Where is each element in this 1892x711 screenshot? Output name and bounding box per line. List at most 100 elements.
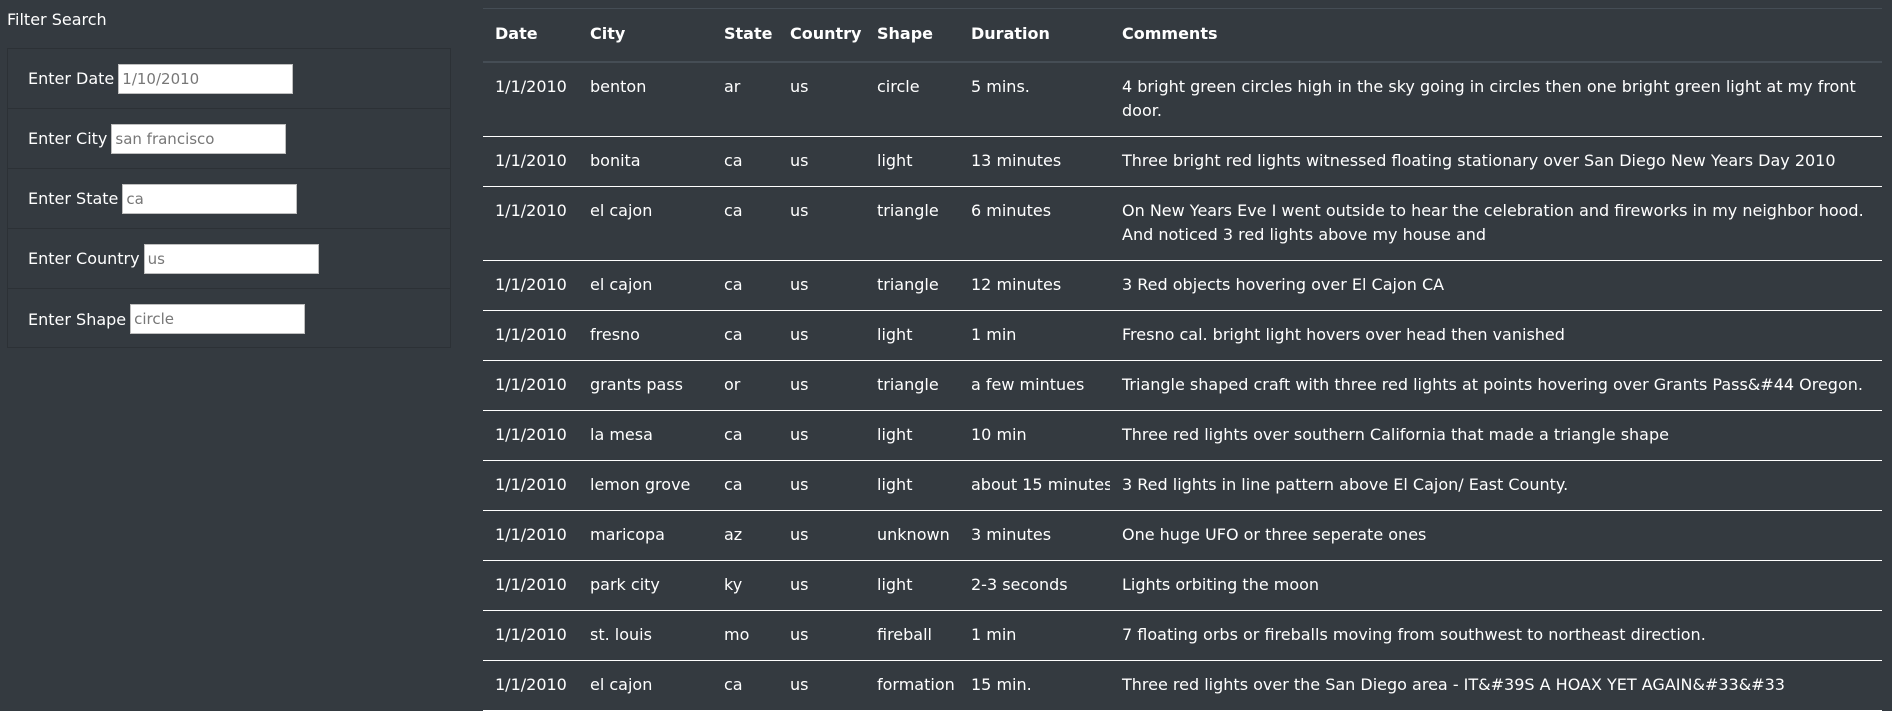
header-shape: Shape [877, 24, 934, 43]
cell-city: lemon grove [590, 475, 691, 494]
header-country: Country [790, 24, 862, 43]
cell-state: ca [724, 475, 743, 494]
cell-city: grants pass [590, 375, 684, 394]
table-body: 1/1/2010 benton ar us circle 5 mins. 4 bright … [483, 62, 1882, 711]
header-state: State [724, 24, 773, 43]
cell-city: el cajon [590, 675, 653, 694]
cell-country: us [790, 201, 809, 220]
filter-item-state: Enter State [8, 169, 450, 229]
cell-date: 1/1/2010 [495, 525, 567, 544]
date-label: Enter Date [28, 69, 115, 88]
cell-comments: Triangle shaped craft with three red lig… [1122, 375, 1863, 394]
cell-country: us [790, 675, 809, 694]
table-row: 1/1/2010 st. louis mo us fireball 1 min 7 floa… [483, 611, 1882, 661]
cell-state: ca [724, 425, 743, 444]
cell-shape: light [877, 475, 913, 494]
city-label: Enter City [28, 129, 108, 148]
cell-duration: 1 min [971, 325, 1017, 344]
cell-date: 1/1/2010 [495, 375, 567, 394]
cell-state: ca [724, 675, 743, 694]
cell-city: park city [590, 575, 660, 594]
table-row: 1/1/2010 el cajon ca us formation 15 min. Thre… [483, 661, 1882, 711]
cell-shape: triangle [877, 375, 939, 394]
cell-date: 1/1/2010 [495, 425, 567, 444]
city-input[interactable] [111, 123, 287, 154]
cell-city: fresno [590, 325, 640, 344]
header-comments: Comments [1122, 24, 1218, 43]
cell-state: mo [724, 625, 750, 644]
cell-date: 1/1/2010 [495, 325, 567, 344]
cell-shape: fireball [877, 625, 932, 644]
country-label: Enter Country [28, 249, 140, 268]
state-input[interactable] [122, 183, 298, 214]
shape-input[interactable] [130, 304, 306, 334]
cell-city: maricopa [590, 525, 665, 544]
cell-duration: 3 minutes [971, 525, 1052, 544]
cell-duration: 6 minutes [971, 201, 1052, 220]
cell-comments: 3 Red lights in line pattern above El Ca… [1122, 475, 1569, 494]
table-row: 1/1/2010 fresno ca us light 1 min Fresno cal. … [483, 311, 1882, 361]
cell-comments: Fresno cal. bright light hovers over hea… [1122, 325, 1565, 344]
cell-date: 1/1/2010 [495, 77, 567, 96]
cell-date: 1/1/2010 [495, 625, 567, 644]
cell-duration: a few mintues [971, 375, 1085, 394]
cell-date: 1/1/2010 [495, 275, 567, 294]
cell-country: us [790, 375, 809, 394]
table-row: 1/1/2010 grants pass or us triangle a few min… [483, 361, 1882, 411]
cell-comments: Three red lights over southern Californi… [1122, 425, 1669, 444]
cell-duration: 2-3 seconds [971, 575, 1068, 594]
table-row: 1/1/2010 bonita ca us light 13 minutes Three b… [483, 137, 1882, 187]
cell-shape: light [877, 151, 913, 170]
cell-comments: Three red lights over the San Diego area… [1122, 675, 1785, 694]
cell-duration: 1 min [971, 625, 1017, 644]
table-row: 1/1/2010 lemon grove ca us light about 15 min… [483, 461, 1882, 511]
cell-comments: One huge UFO or three seperate ones [1122, 525, 1427, 544]
filter-item-date: Enter Date [8, 49, 450, 109]
cell-date: 1/1/2010 [495, 151, 567, 170]
filter-search-title: Filter Search [7, 10, 107, 29]
cell-state: ca [724, 201, 743, 220]
filter-item-city: Enter City [8, 109, 450, 169]
ufo-sightings-table-container: Date City State Country Shape Duration C… [483, 8, 1882, 711]
ufo-sightings-table: Date City State Country Shape Duration C… [483, 8, 1882, 711]
table-row: 1/1/2010 la mesa ca us light 10 min Three red … [483, 411, 1882, 461]
cell-country: us [790, 625, 809, 644]
cell-state: ca [724, 325, 743, 344]
cell-shape: light [877, 425, 913, 444]
header-duration: Duration [971, 24, 1050, 43]
cell-duration: about 15 minutes [971, 475, 1110, 494]
cell-comments: 4 bright green circles high in the sky g… [1122, 77, 1856, 120]
cell-city: el cajon [590, 201, 653, 220]
cell-country: us [790, 525, 809, 544]
date-input[interactable] [118, 63, 294, 94]
state-label: Enter State [28, 189, 119, 208]
table-row: 1/1/2010 el cajon ca us triangle 12 minutes 3 … [483, 261, 1882, 311]
cell-country: us [790, 425, 809, 444]
cell-shape: triangle [877, 201, 939, 220]
shape-label: Enter Shape [28, 309, 127, 329]
cell-shape: formation [877, 675, 955, 694]
cell-date: 1/1/2010 [495, 675, 567, 694]
cell-state: ky [724, 575, 743, 594]
cell-comments: On New Years Eve I went outside to hear … [1122, 201, 1864, 244]
cell-shape: light [877, 575, 913, 594]
cell-state: or [724, 375, 741, 394]
cell-duration: 10 min [971, 425, 1027, 444]
cell-comments: 3 Red objects hovering over El Cajon CA [1122, 275, 1445, 294]
country-input[interactable] [143, 243, 319, 274]
table-row: 1/1/2010 park city ky us light 2-3 seconds Lig… [483, 561, 1882, 611]
cell-city: la mesa [590, 425, 653, 444]
header-city: City [590, 24, 626, 43]
filter-item-shape: Enter Shape [8, 289, 450, 349]
cell-duration: 15 min. [971, 675, 1032, 694]
cell-state: az [724, 525, 743, 544]
cell-duration: 12 minutes [971, 275, 1062, 294]
cell-shape: triangle [877, 275, 939, 294]
table-row: 1/1/2010 maricopa az us unknown 3 minutes One … [483, 511, 1882, 561]
cell-comments: 7 floating orbs or fireballs moving from… [1122, 625, 1706, 644]
cell-state: ca [724, 151, 743, 170]
table-row: 1/1/2010 el cajon ca us triangle 6 minutes On … [483, 187, 1882, 261]
filter-item-country: Enter Country [8, 229, 450, 289]
cell-shape: light [877, 325, 913, 344]
cell-shape: circle [877, 77, 920, 96]
